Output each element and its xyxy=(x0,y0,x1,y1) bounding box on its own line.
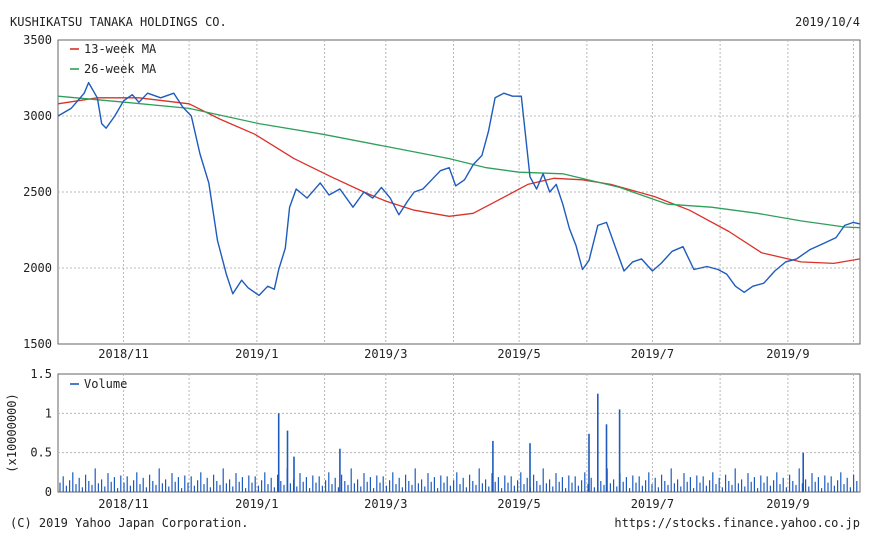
price-x-tick-label: 2019/7 xyxy=(631,347,674,361)
volume-panel: 0 0.5 1 1.5 2018/11 2019/1 2019/3 2019/5 2019/7… xyxy=(5,367,861,511)
price-grid xyxy=(58,40,860,344)
price-panel: 1500 2000 2500 3000 3500 2018/11 2019/1 2019/3… xyxy=(23,33,861,361)
source-url: https://stocks.finance.yahoo.co.jp xyxy=(614,516,860,530)
legend-label-volume: Volume xyxy=(84,377,127,391)
price-x-tick-label: 2019/9 xyxy=(766,347,809,361)
volume-y-tick-label: 1 xyxy=(45,406,52,420)
price-y-tick-labels: 1500 2000 2500 3000 3500 xyxy=(23,33,52,351)
price-series-lines xyxy=(57,81,861,297)
legend-label-ma26: 26-week MA xyxy=(84,62,157,76)
volume-unit-label: (x10000000) xyxy=(5,393,19,472)
volume-y-tick-label: 0.5 xyxy=(30,446,52,460)
price-x-tick-label: 2019/3 xyxy=(364,347,407,361)
volume-y-tick-label: 1.5 xyxy=(30,367,52,381)
price-y-tick-label: 2500 xyxy=(23,185,52,199)
copyright-text: (C) 2019 Yahoo Japan Corporation. xyxy=(10,516,248,530)
price-legend: 13-week MA 26-week MA xyxy=(70,42,157,76)
volume-x-tick-labels: 2018/11 2019/1 2019/3 2019/5 2019/7 2019/9 xyxy=(98,497,809,511)
series-line-price xyxy=(57,81,861,297)
legend-label-ma13: 13-week MA xyxy=(84,42,157,56)
volume-x-tick-label: 2019/9 xyxy=(766,497,809,511)
price-y-tick-label: 2000 xyxy=(23,261,52,275)
volume-y-tick-label: 0 xyxy=(45,485,52,499)
price-x-tick-labels: 2018/11 2019/1 2019/3 2019/5 2019/7 2019/9 xyxy=(98,347,809,361)
volume-x-tick-label: 2019/1 xyxy=(235,497,278,511)
price-y-tick-label: 1500 xyxy=(23,337,52,351)
series-line-13-week-ma xyxy=(57,97,861,265)
company-name: KUSHIKATSU TANAKA HOLDINGS CO. xyxy=(10,15,227,29)
price-x-tick-label: 2019/5 xyxy=(497,347,540,361)
volume-plot-area xyxy=(57,373,861,493)
volume-bars xyxy=(59,393,858,492)
chart-date: 2019/10/4 xyxy=(795,15,860,29)
price-x-tick-label: 2018/11 xyxy=(98,347,149,361)
volume-x-tick-label: 2019/5 xyxy=(497,497,540,511)
volume-x-tick-label: 2019/3 xyxy=(364,497,407,511)
volume-y-tick-labels: 0 0.5 1 1.5 xyxy=(30,367,52,499)
volume-grid xyxy=(58,374,860,492)
series-line-26-week-ma xyxy=(57,95,861,229)
price-x-tick-label: 2019/1 xyxy=(235,347,278,361)
price-y-tick-label: 3500 xyxy=(23,33,52,47)
price-y-tick-label: 3000 xyxy=(23,109,52,123)
volume-x-tick-label: 2019/7 xyxy=(631,497,674,511)
volume-legend: Volume xyxy=(70,377,127,391)
volume-x-tick-label: 2018/11 xyxy=(98,497,149,511)
